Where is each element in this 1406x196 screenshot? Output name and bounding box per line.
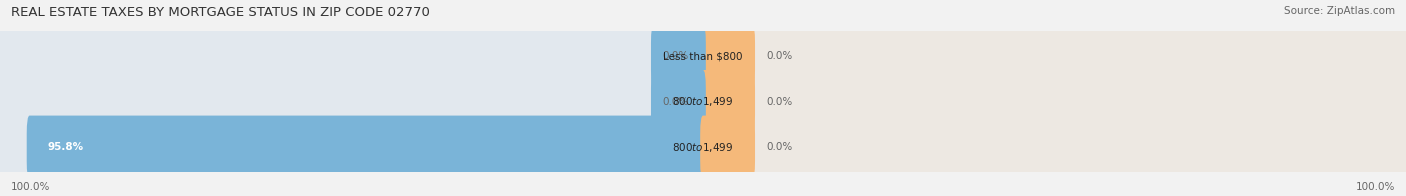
- Text: $800 to $1,499: $800 to $1,499: [672, 95, 734, 108]
- Text: Source: ZipAtlas.com: Source: ZipAtlas.com: [1284, 6, 1395, 16]
- FancyBboxPatch shape: [700, 65, 1406, 138]
- Text: 100.0%: 100.0%: [11, 182, 51, 192]
- Text: Less than $800: Less than $800: [664, 51, 742, 61]
- Text: 0.0%: 0.0%: [766, 142, 793, 152]
- Text: 0.0%: 0.0%: [662, 97, 689, 107]
- FancyBboxPatch shape: [27, 116, 706, 179]
- Text: REAL ESTATE TAXES BY MORTGAGE STATUS IN ZIP CODE 02770: REAL ESTATE TAXES BY MORTGAGE STATUS IN …: [11, 6, 430, 19]
- FancyBboxPatch shape: [651, 24, 706, 88]
- Text: 100.0%: 100.0%: [1355, 182, 1395, 192]
- FancyBboxPatch shape: [700, 70, 755, 134]
- Text: $800 to $1,499: $800 to $1,499: [672, 141, 734, 154]
- FancyBboxPatch shape: [651, 70, 706, 134]
- FancyBboxPatch shape: [700, 111, 1406, 184]
- FancyBboxPatch shape: [0, 111, 707, 184]
- FancyBboxPatch shape: [700, 24, 755, 88]
- Text: 95.8%: 95.8%: [48, 142, 83, 152]
- Text: 0.0%: 0.0%: [662, 51, 689, 61]
- Text: 0.0%: 0.0%: [766, 97, 793, 107]
- FancyBboxPatch shape: [700, 116, 755, 179]
- FancyBboxPatch shape: [0, 65, 707, 138]
- FancyBboxPatch shape: [0, 20, 707, 93]
- Text: 0.0%: 0.0%: [766, 51, 793, 61]
- FancyBboxPatch shape: [700, 20, 1406, 93]
